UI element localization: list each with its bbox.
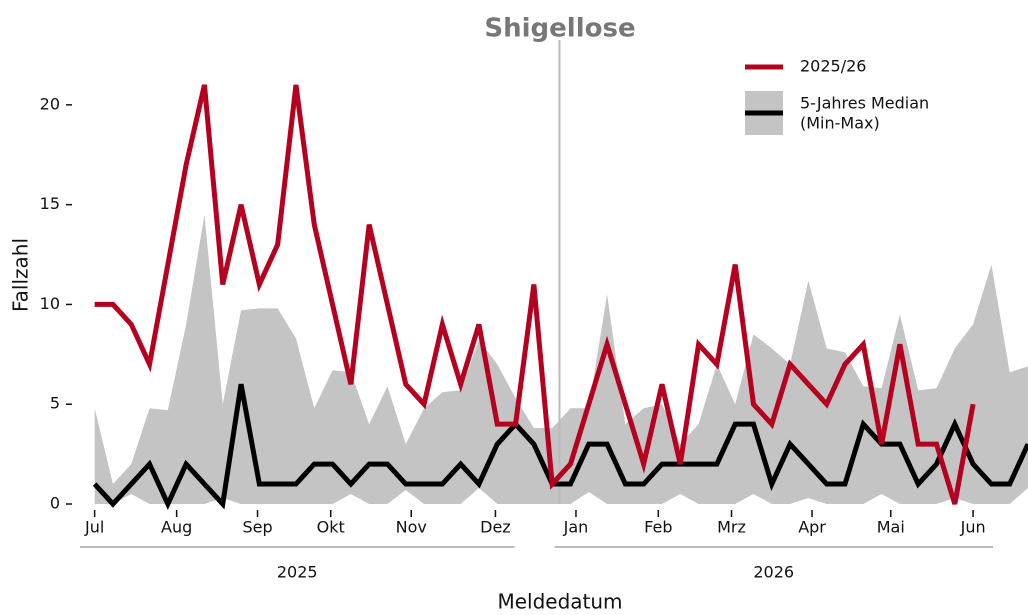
year-label: 2025 [277,563,318,582]
y-tick-label: 20 [40,94,60,113]
min-max-band [94,214,1028,504]
x-tick-label: Okt [317,518,345,537]
x-tick-label: Jul [84,518,104,537]
x-tick-label: Apr [798,518,826,537]
x-tick-label: Jun [960,518,986,537]
x-tick-label: Feb [644,518,672,537]
x-tick-label: Dez [480,518,511,537]
y-tick-label: 0 [50,494,60,513]
x-tick-label: Jan [563,518,589,537]
y-axis-label: Fallzahl [9,238,33,312]
series-line [92,383,1028,510]
x-tick-label: Sep [242,518,272,537]
legend-label: 2025/26 [800,57,866,76]
y-tick-label: 5 [50,394,60,413]
series-line [94,84,976,505]
x-tick-label: Nov [396,518,427,537]
y-tick-label: 10 [40,294,60,313]
y-tick-label: 15 [40,194,60,213]
legend-label: 5-Jahres Median [800,94,929,113]
legend-label: (Min-Max) [800,114,880,133]
x-tick-label: Mrz [717,518,746,537]
x-axis-label: Meldedatum [497,590,622,614]
year-label: 2026 [753,563,794,582]
x-tick-label: Mai [877,518,905,537]
x-tick-label: Aug [161,518,192,537]
chart-title: Shigellose [484,14,635,44]
